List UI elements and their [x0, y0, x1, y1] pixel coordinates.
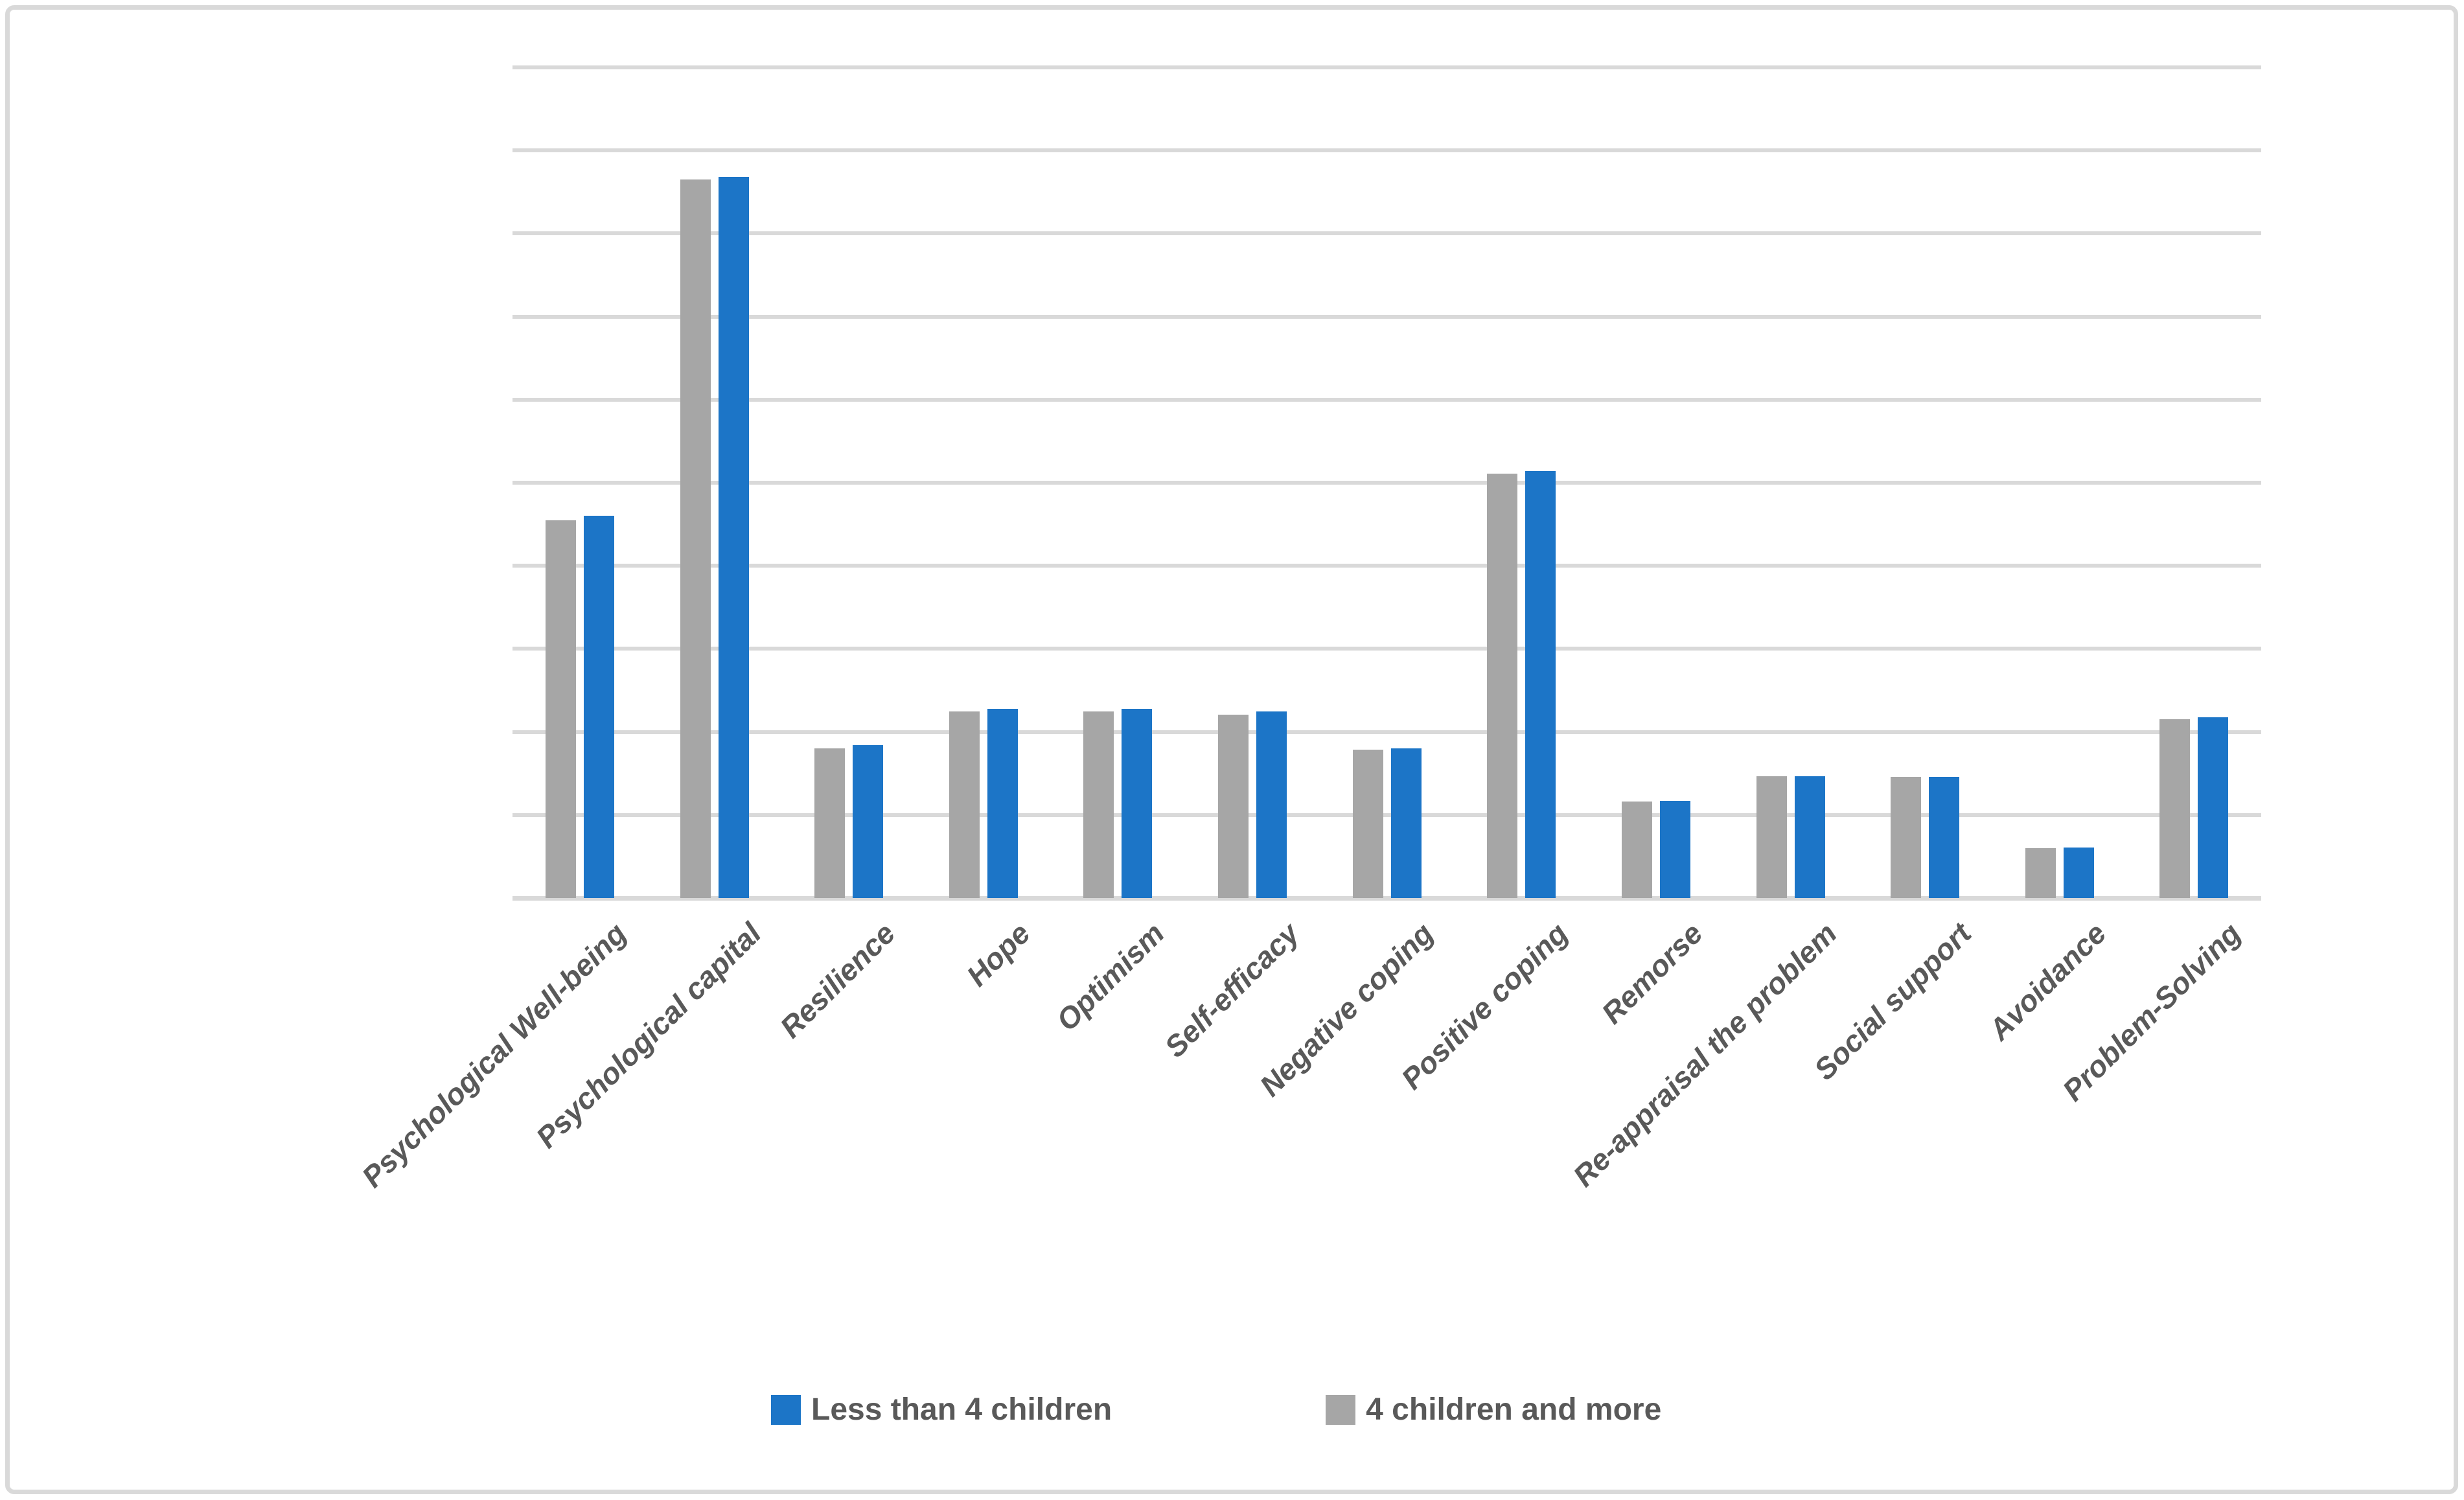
- category-label: Resilience: [774, 916, 902, 1044]
- bar-less-than-4-children: [1391, 748, 1422, 898]
- bar-4-children-and-more: [1218, 715, 1249, 898]
- gridline: [512, 730, 2261, 734]
- bar-4-children-and-more: [2159, 719, 2190, 898]
- gridline: [512, 65, 2261, 69]
- legend-entry-less-than-4-children: Less than 4 children: [771, 1394, 1112, 1425]
- chart-frame: Psychological Well-being Psychological ca…: [5, 5, 2458, 1494]
- bar-4-children-and-more: [1487, 474, 1517, 898]
- gridline: [512, 481, 2261, 485]
- bar-4-children-and-more: [2025, 848, 2056, 898]
- gridline: [512, 813, 2261, 817]
- gridline: [512, 231, 2261, 236]
- category-label: Self-efficacy: [1157, 916, 1306, 1064]
- category-label: Remorse: [1595, 916, 1709, 1030]
- bar-less-than-4-children: [584, 516, 614, 898]
- bar-4-children-and-more: [1353, 750, 1383, 898]
- bar-less-than-4-children: [1929, 777, 1959, 898]
- gridline: [512, 564, 2261, 568]
- legend: Less than 4 children 4 children and more: [771, 1394, 1661, 1425]
- category-label: Avoidance: [1982, 916, 2113, 1047]
- legend-swatch-gray-icon: [1326, 1395, 1356, 1425]
- bar-less-than-4-children: [987, 709, 1018, 898]
- bar-4-children-and-more: [1891, 777, 1921, 898]
- plot-area: [512, 65, 2261, 903]
- gridline: [512, 314, 2261, 319]
- category-label: Re-appraisal the problem: [1566, 916, 1844, 1194]
- category-label: Psychological Well-being: [355, 916, 633, 1194]
- bar-less-than-4-children: [719, 177, 749, 898]
- bar-4-children-and-more: [680, 179, 711, 898]
- bar-4-children-and-more: [1622, 802, 1652, 898]
- bar-less-than-4-children: [853, 745, 883, 898]
- bar-4-children-and-more: [1083, 711, 1114, 898]
- bar-less-than-4-children: [1525, 471, 1556, 898]
- gridline: [512, 148, 2261, 153]
- bar-4-children-and-more: [949, 711, 980, 898]
- gridline: [512, 647, 2261, 651]
- category-label: Optimism: [1050, 916, 1171, 1037]
- gridline: [512, 397, 2261, 402]
- bar-less-than-4-children: [2198, 717, 2228, 898]
- bar-less-than-4-children: [2064, 848, 2094, 898]
- bar-4-children-and-more: [1756, 776, 1787, 898]
- bar-less-than-4-children: [1256, 711, 1287, 898]
- category-label: Psychological capital: [529, 916, 768, 1155]
- legend-label: Less than 4 children: [811, 1392, 1112, 1427]
- bar-4-children-and-more: [546, 520, 576, 898]
- bar-less-than-4-children: [1122, 709, 1152, 898]
- legend-entry-4-children-and-more: 4 children and more: [1326, 1394, 1661, 1425]
- bar-less-than-4-children: [1795, 776, 1825, 898]
- legend-swatch-blue-icon: [771, 1395, 801, 1425]
- category-label: Hope: [960, 916, 1037, 993]
- bar-4-children-and-more: [814, 748, 845, 898]
- category-axis-line: [512, 896, 2261, 901]
- bar-less-than-4-children: [1660, 801, 1690, 898]
- legend-label: 4 children and more: [1366, 1392, 1662, 1427]
